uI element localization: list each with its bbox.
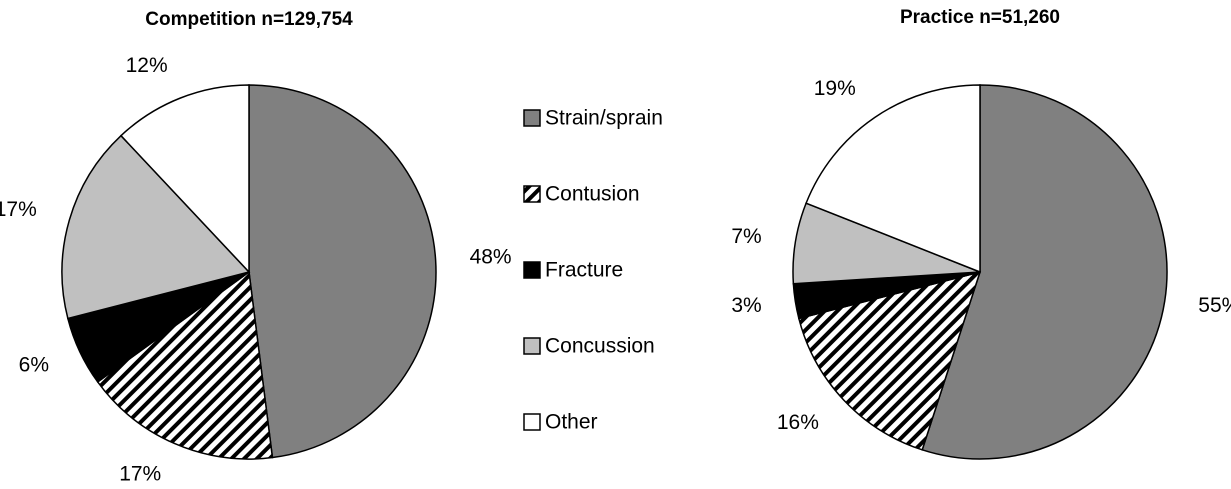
data-label: 17%: [119, 462, 161, 485]
legend-swatch: [523, 413, 541, 431]
pie-slice: [119, 84, 250, 274]
pie-slice: [797, 270, 982, 451]
data-label: 6%: [19, 354, 49, 377]
data-label: 55%: [1198, 294, 1231, 317]
data-label: 17%: [0, 198, 37, 221]
legend-label: Fracture: [545, 259, 623, 282]
legend-label: Other: [545, 411, 598, 434]
pie-slice: [61, 134, 251, 320]
legend-swatch: [523, 261, 541, 279]
pie-slice: [921, 84, 1168, 460]
legend-label: Contusion: [545, 183, 640, 206]
legend-swatch: [523, 185, 541, 203]
data-label: 12%: [126, 54, 168, 77]
legend-swatch: [523, 337, 541, 355]
data-label: 7%: [731, 225, 761, 248]
data-label: 16%: [777, 411, 819, 434]
pie-slice: [248, 84, 437, 459]
legend-label: Strain/sprain: [545, 107, 663, 130]
pie-slice: [805, 84, 981, 274]
chart-title: Competition n=129,754: [145, 9, 353, 30]
data-label: 19%: [814, 77, 856, 100]
chart-title: Practice n=51,260: [900, 7, 1060, 28]
legend-label: Concussion: [545, 335, 655, 358]
pie-slice: [96, 270, 274, 460]
data-label: 3%: [731, 294, 761, 317]
legend-swatch: [523, 109, 541, 127]
data-label: 48%: [470, 246, 512, 269]
